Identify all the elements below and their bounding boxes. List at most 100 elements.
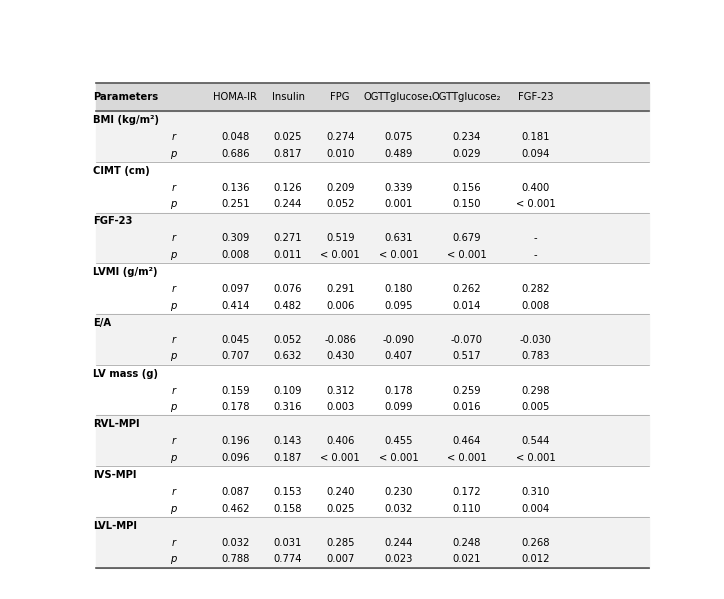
Text: 0.298: 0.298: [521, 386, 550, 395]
Text: 0.172: 0.172: [452, 487, 481, 497]
Bar: [96, 365, 649, 416]
Text: r: r: [172, 284, 176, 294]
Text: < 0.001: < 0.001: [447, 250, 487, 260]
Text: 0.414: 0.414: [221, 301, 250, 311]
Text: LV mass (g): LV mass (g): [93, 368, 159, 379]
Text: 0.285: 0.285: [326, 538, 355, 548]
Text: p: p: [170, 402, 177, 412]
Text: 0.095: 0.095: [384, 301, 413, 311]
Text: 0.011: 0.011: [274, 250, 302, 260]
Text: LVL-MPI: LVL-MPI: [93, 521, 138, 531]
Text: 0.052: 0.052: [274, 335, 302, 345]
Text: 0.339: 0.339: [384, 183, 413, 193]
Text: r: r: [172, 436, 176, 446]
Text: 0.707: 0.707: [221, 352, 250, 361]
Text: 0.029: 0.029: [452, 149, 481, 159]
Text: 0.010: 0.010: [326, 149, 354, 159]
Text: 0.006: 0.006: [326, 301, 354, 311]
Text: p: p: [170, 250, 177, 260]
Text: r: r: [172, 234, 176, 243]
Text: 0.159: 0.159: [221, 386, 250, 395]
Text: 0.094: 0.094: [521, 149, 550, 159]
Text: 0.482: 0.482: [274, 301, 302, 311]
Text: 0.052: 0.052: [326, 199, 355, 209]
Text: 0.007: 0.007: [326, 555, 354, 564]
Text: FGF-23: FGF-23: [93, 216, 132, 226]
Text: p: p: [170, 352, 177, 361]
Bar: [96, 517, 649, 568]
Text: 0.817: 0.817: [274, 149, 302, 159]
Text: 0.001: 0.001: [384, 199, 413, 209]
Text: 0.464: 0.464: [452, 436, 481, 446]
Text: 0.076: 0.076: [274, 284, 302, 294]
Text: 0.032: 0.032: [384, 504, 413, 514]
Text: 0.271: 0.271: [274, 234, 303, 243]
Text: BMI (kg/m²): BMI (kg/m²): [93, 115, 159, 125]
Text: r: r: [172, 335, 176, 345]
Text: 0.012: 0.012: [521, 555, 550, 564]
Text: 0.262: 0.262: [452, 284, 481, 294]
Text: 0.406: 0.406: [326, 436, 354, 446]
Text: < 0.001: < 0.001: [379, 453, 418, 463]
Text: 0.455: 0.455: [384, 436, 413, 446]
Text: r: r: [172, 183, 176, 193]
Text: < 0.001: < 0.001: [515, 453, 555, 463]
Text: 0.016: 0.016: [452, 402, 481, 412]
Text: -0.086: -0.086: [324, 335, 356, 345]
Text: 0.048: 0.048: [221, 132, 249, 142]
Bar: [96, 213, 649, 264]
Text: < 0.001: < 0.001: [515, 199, 555, 209]
Text: 0.310: 0.310: [521, 487, 550, 497]
Text: 0.274: 0.274: [326, 132, 355, 142]
Text: 0.180: 0.180: [384, 284, 413, 294]
Text: 0.244: 0.244: [274, 199, 302, 209]
Text: p: p: [170, 301, 177, 311]
Text: 0.045: 0.045: [221, 335, 250, 345]
Text: 0.025: 0.025: [274, 132, 302, 142]
Text: -: -: [534, 234, 537, 243]
Text: 0.023: 0.023: [384, 555, 413, 564]
Text: 0.099: 0.099: [384, 402, 413, 412]
Bar: [96, 162, 649, 213]
Text: p: p: [170, 199, 177, 209]
Text: -0.090: -0.090: [382, 335, 415, 345]
Bar: [96, 416, 649, 466]
Text: p: p: [170, 149, 177, 159]
Text: OGTTglucose₁: OGTTglucose₁: [363, 92, 433, 102]
Text: 0.544: 0.544: [521, 436, 550, 446]
Text: 0.291: 0.291: [326, 284, 355, 294]
Bar: [96, 264, 649, 314]
Text: OGTTglucose₂: OGTTglucose₂: [432, 92, 501, 102]
Text: 0.316: 0.316: [274, 402, 302, 412]
Text: 0.489: 0.489: [384, 149, 413, 159]
Text: 0.126: 0.126: [274, 183, 303, 193]
Text: 0.774: 0.774: [274, 555, 302, 564]
Text: p: p: [170, 555, 177, 564]
Text: 0.025: 0.025: [326, 504, 355, 514]
Text: 0.109: 0.109: [274, 386, 302, 395]
Text: 0.282: 0.282: [521, 284, 550, 294]
Text: p: p: [170, 504, 177, 514]
Text: 0.209: 0.209: [326, 183, 355, 193]
Text: Insulin: Insulin: [272, 92, 305, 102]
Text: 0.032: 0.032: [221, 538, 250, 548]
Text: 0.031: 0.031: [274, 538, 302, 548]
Text: 0.004: 0.004: [521, 504, 550, 514]
Text: 0.097: 0.097: [221, 284, 250, 294]
Text: 0.187: 0.187: [274, 453, 302, 463]
Text: 0.005: 0.005: [521, 402, 550, 412]
Text: 0.003: 0.003: [326, 402, 354, 412]
Text: 0.181: 0.181: [521, 132, 550, 142]
Text: 0.143: 0.143: [274, 436, 302, 446]
Text: 0.679: 0.679: [452, 234, 481, 243]
Text: HOMA-IR: HOMA-IR: [214, 92, 257, 102]
Text: IVS-MPI: IVS-MPI: [93, 470, 137, 480]
Text: 0.096: 0.096: [221, 453, 250, 463]
Text: 0.309: 0.309: [221, 234, 250, 243]
Text: 0.251: 0.251: [221, 199, 250, 209]
Bar: [96, 83, 649, 111]
Text: 0.158: 0.158: [274, 504, 302, 514]
Bar: [96, 111, 649, 162]
Text: 0.430: 0.430: [326, 352, 354, 361]
Text: 0.244: 0.244: [384, 538, 413, 548]
